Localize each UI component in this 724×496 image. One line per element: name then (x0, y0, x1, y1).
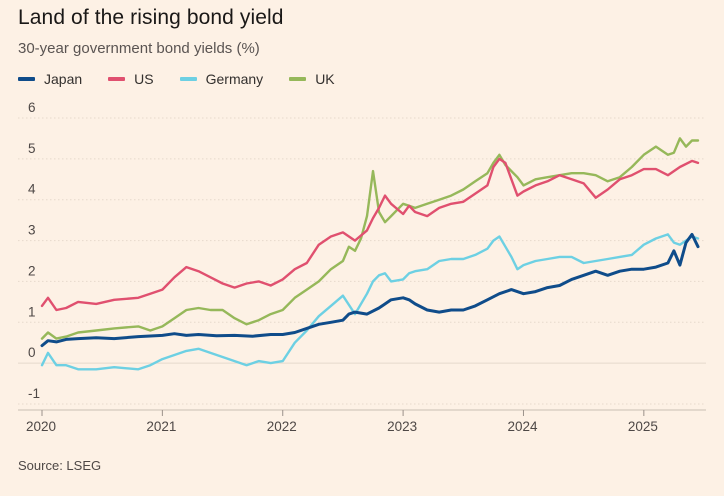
legend-item-japan: Japan (18, 71, 82, 87)
legend-swatch-us (108, 77, 126, 81)
y-tick-label: 3 (28, 223, 36, 238)
legend: Japan US Germany UK (18, 71, 361, 87)
y-tick-label: 0 (28, 345, 36, 360)
x-tick-label: 2022 (267, 419, 297, 434)
legend-item-us: US (108, 71, 154, 87)
series-line-us (40, 157, 700, 312)
chart-title: Land of the rising bond yield (18, 6, 284, 29)
y-axis-labels: -1 0 1 2 3 4 5 6 (28, 100, 40, 401)
y-tick-label: 1 (28, 304, 36, 319)
legend-label-us: US (134, 71, 154, 87)
y-tick-label: 6 (28, 100, 36, 115)
series-line-uk (40, 137, 700, 340)
legend-item-uk: UK (289, 71, 335, 87)
x-axis: 2020 2021 2022 2023 2024 2025 (18, 409, 706, 434)
series-line-japan (40, 232, 700, 348)
x-tick-label: 2020 (26, 419, 56, 434)
legend-swatch-uk (289, 77, 307, 81)
gridlines (18, 117, 706, 405)
series-lines (40, 137, 700, 371)
y-tick-label: 4 (28, 182, 36, 197)
legend-label-uk: UK (315, 71, 335, 87)
series-line-germany (40, 233, 700, 371)
legend-label-germany: Germany (205, 71, 264, 87)
source-note: Source: LSEG (18, 458, 102, 473)
x-tick-label: 2023 (387, 419, 417, 434)
x-tick-label: 2024 (507, 419, 538, 434)
y-tick-label: -1 (28, 386, 40, 401)
x-tick-label: 2021 (146, 419, 176, 434)
legend-item-germany: Germany (179, 71, 264, 87)
legend-swatch-japan (18, 77, 35, 81)
legend-label-japan: Japan (44, 71, 83, 87)
y-tick-label: 5 (28, 141, 36, 156)
legend-swatch-germany (179, 77, 197, 81)
chart-subtitle: 30-year government bond yields (%) (18, 40, 260, 57)
y-tick-label: 2 (28, 263, 36, 278)
x-tick-label: 2025 (628, 419, 658, 434)
